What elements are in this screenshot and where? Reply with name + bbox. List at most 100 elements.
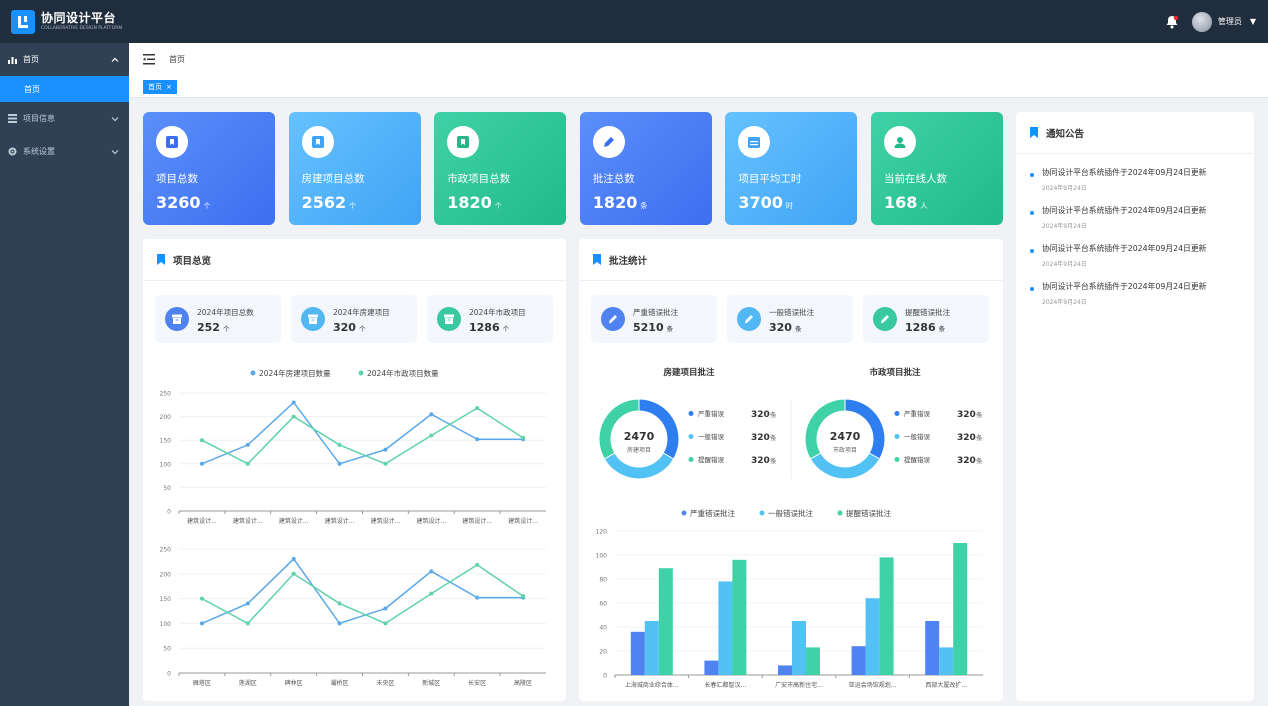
y-tick-label: 100 bbox=[596, 553, 608, 560]
mini-unit: 条 bbox=[794, 325, 802, 333]
notice-date: 2024年9月24日 bbox=[1042, 185, 1087, 192]
notice-item[interactable]: 协同设计平台系统插件于2024年09月24日更新 2024年9月24日 bbox=[1030, 205, 1250, 230]
legend-value: 320 bbox=[751, 456, 770, 466]
stat-card[interactable]: 市政项目总数 1820 个 bbox=[434, 112, 567, 225]
stat-card[interactable]: 当前在线人数 168 人 bbox=[871, 112, 1003, 225]
caret-down-icon[interactable]: ▼ bbox=[1249, 17, 1256, 26]
legend-marker bbox=[894, 457, 900, 462]
donut-hole bbox=[819, 413, 871, 465]
bookmark-icon bbox=[1030, 127, 1038, 138]
mini-label: 严重错误批注 bbox=[633, 308, 678, 317]
stat-value: 168 人 bbox=[884, 193, 927, 212]
panel-title: 批注统计 bbox=[609, 255, 648, 267]
legend-value: 320 bbox=[751, 410, 770, 420]
legend-label: 严重错误批注 bbox=[690, 508, 735, 518]
stat-unit: 条 bbox=[640, 202, 648, 210]
menu-fold-icon[interactable] bbox=[143, 54, 155, 65]
notice-title[interactable]: 协同设计平台系统插件于2024年09月24日更新 bbox=[1042, 282, 1207, 291]
legend-label: 一般错误 bbox=[698, 432, 725, 441]
y-tick-label: 100 bbox=[160, 461, 172, 468]
bookmark-icon bbox=[156, 126, 188, 158]
sidebar-item-label: 系统设置 bbox=[23, 147, 55, 156]
notice-item[interactable]: 协同设计平台系统插件于2024年09月24日更新 2024年9月24日 bbox=[1030, 167, 1250, 192]
pen-icon bbox=[737, 307, 761, 331]
x-tick-label: 建筑设计... bbox=[416, 517, 446, 525]
stat-unit: 个 bbox=[203, 202, 211, 210]
y-tick-label: 150 bbox=[160, 596, 172, 603]
mini-value: 1286 条 bbox=[905, 321, 945, 334]
x-tick-label: 建筑设计... bbox=[233, 517, 263, 525]
mini-stat-card: 严重错误批注 5210 条 bbox=[591, 295, 717, 343]
notice-title[interactable]: 协同设计平台系统插件于2024年09月24日更新 bbox=[1042, 206, 1207, 215]
data-point bbox=[475, 406, 480, 411]
notice-title[interactable]: 协同设计平台系统插件于2024年09月24日更新 bbox=[1042, 244, 1207, 253]
bar-chart-annotations: 严重错误批注 一般错误批注 提醒错误批注 0 20 40 60 80 100 120 上海城商业综合… bbox=[596, 508, 983, 689]
legend-marker bbox=[837, 510, 843, 516]
gear-icon bbox=[8, 147, 17, 156]
stat-card[interactable]: 项目总数 3260 个 bbox=[143, 112, 275, 225]
x-tick-label: 新城区 bbox=[422, 679, 440, 687]
series-line bbox=[201, 407, 524, 465]
sidebar-item-settings[interactable]: 系统设置 bbox=[0, 135, 129, 168]
stat-label: 批注总数 bbox=[592, 173, 635, 185]
tab-home[interactable]: 首页 × bbox=[143, 79, 177, 94]
legend-label: 严重错误 bbox=[904, 409, 931, 418]
sidebar-item-projects[interactable]: 项目信息 bbox=[0, 102, 129, 135]
stat-card[interactable]: 批注总数 1820 条 bbox=[579, 112, 712, 225]
bookmark-icon bbox=[157, 254, 165, 265]
data-point bbox=[291, 556, 296, 561]
legend-unit: 条 bbox=[770, 433, 777, 442]
series-line bbox=[201, 563, 524, 625]
mini-unit: 个 bbox=[358, 325, 366, 333]
notice-date: 2024年9月24日 bbox=[1042, 261, 1087, 268]
stat-label: 项目平均工时 bbox=[738, 173, 802, 185]
annotation-stats-panel: 批注统计 严重错误批注 5210 条一般错误批注 320 条提醒错误批注 1286 条 房建… bbox=[579, 239, 1003, 701]
legend-label: 提醒错误 bbox=[904, 455, 931, 464]
data-point bbox=[429, 591, 434, 596]
stat-label: 房建项目总数 bbox=[301, 173, 365, 185]
sidebar-subitem-home[interactable]: 首页 bbox=[0, 76, 129, 102]
chevron-up-icon bbox=[111, 57, 119, 62]
data-point bbox=[383, 606, 388, 611]
close-icon[interactable]: × bbox=[166, 82, 172, 91]
bell-icon[interactable] bbox=[1164, 14, 1180, 30]
legend-label: 2024年房建项目数量 bbox=[259, 368, 331, 378]
logo[interactable]: 协同设计平台 COLLABORATIVE DESIGN PLATFORM bbox=[11, 9, 122, 34]
bar bbox=[718, 581, 733, 675]
bar bbox=[658, 568, 673, 675]
mini-unit: 个 bbox=[502, 325, 510, 333]
stat-number: 1820 bbox=[592, 193, 638, 212]
mini-number: 320 bbox=[769, 321, 792, 334]
mini-stat-card: 2024年市政项目 1286 个 bbox=[427, 295, 553, 343]
notice-title[interactable]: 协同设计平台系统插件于2024年09月24日更新 bbox=[1042, 168, 1207, 177]
bar bbox=[704, 660, 719, 675]
mini-label: 2024年项目总数 bbox=[197, 308, 254, 317]
bar bbox=[939, 647, 954, 675]
stat-card[interactable]: 房建项目总数 2562 个 bbox=[288, 112, 421, 225]
notice-item[interactable]: 协同设计平台系统插件于2024年09月24日更新 2024年9月24日 bbox=[1030, 243, 1250, 268]
stat-card[interactable]: 项目平均工时 3700 时 bbox=[725, 112, 858, 225]
line-chart-districts: 0 50 100 150 200 250 雁塔区 莲湖区 碑林区 灞桥区 未央区 新城区 长安区 高陵区 bbox=[160, 547, 546, 687]
avatar[interactable] bbox=[1191, 11, 1212, 32]
tab-label: 首页 bbox=[148, 82, 162, 91]
sidebar-item-home[interactable]: 首页 bbox=[0, 43, 129, 76]
legend-value: 320 bbox=[957, 410, 976, 420]
app-title: 协同设计平台 bbox=[41, 11, 117, 25]
mini-label: 提醒错误批注 bbox=[905, 308, 950, 317]
notice-item[interactable]: 协同设计平台系统插件于2024年09月24日更新 2024年9月24日 bbox=[1030, 281, 1250, 306]
legend-value: 320 bbox=[751, 433, 770, 443]
breadcrumb[interactable]: 首页 bbox=[169, 55, 185, 64]
donut-total: 2470 bbox=[830, 430, 861, 443]
stat-value: 2562 个 bbox=[302, 193, 357, 212]
donut-slice bbox=[598, 398, 640, 460]
bullet-dot bbox=[1030, 173, 1034, 177]
data-point bbox=[429, 569, 434, 574]
pen-icon bbox=[873, 307, 897, 331]
user-name[interactable]: 管理员 bbox=[1217, 17, 1242, 26]
stat-unit: 个 bbox=[349, 202, 357, 210]
bar bbox=[806, 647, 820, 675]
y-tick-label: 0 bbox=[603, 673, 607, 680]
donut-hole bbox=[613, 413, 665, 465]
data-point bbox=[337, 621, 342, 626]
stat-unit: 时 bbox=[785, 202, 793, 210]
